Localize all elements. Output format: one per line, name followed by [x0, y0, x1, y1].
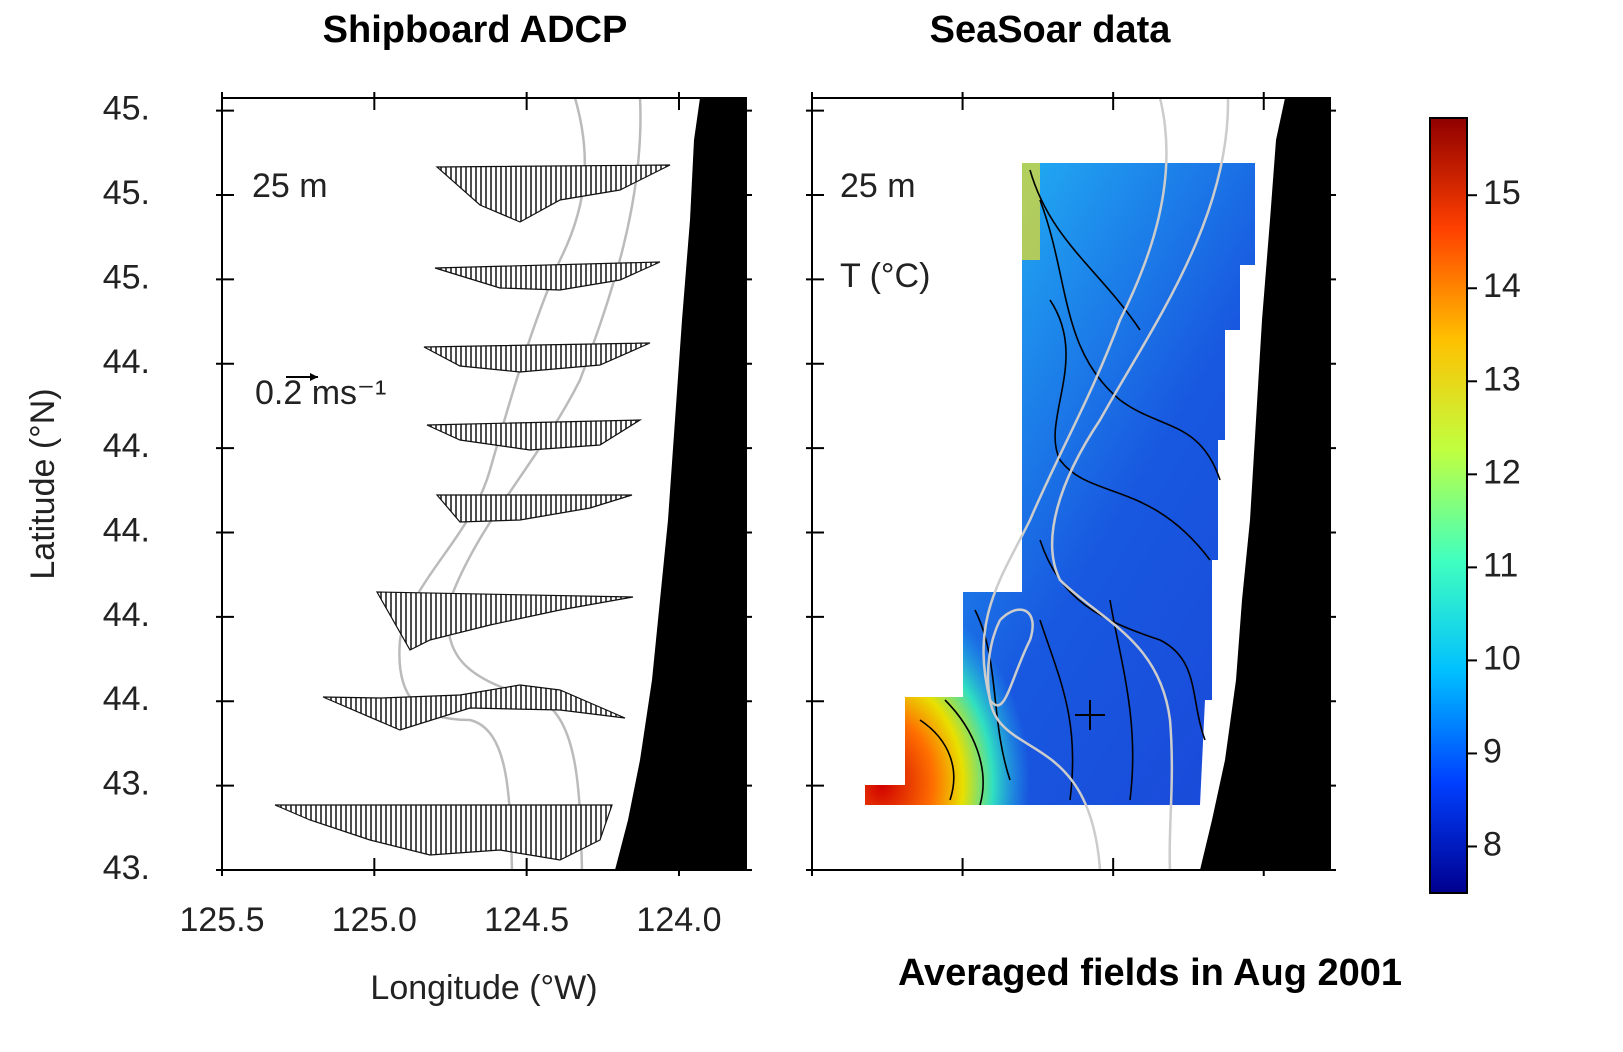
depth-label: 25 m — [252, 167, 328, 205]
x-tick-label: 124.5 — [484, 901, 569, 939]
colorbar — [1429, 117, 1468, 894]
panel-title: Shipboard ADCP — [323, 9, 628, 51]
seasoar-decor — [865, 97, 1330, 871]
panel-title: SeaSoar data — [930, 9, 1172, 51]
y-tick-label: 43. — [103, 765, 150, 803]
x-tick-label: 125.0 — [332, 901, 417, 939]
y-tick-label: 45. — [103, 174, 150, 212]
colorbar-tick-label: 9 — [1483, 732, 1502, 770]
x-axis-label: Longitude (°W) — [370, 969, 597, 1007]
colorbar-tick-label: 14 — [1483, 267, 1521, 305]
y-tick-label: 45. — [103, 90, 150, 128]
y-tick-label: 43. — [103, 849, 150, 887]
colorbar-tick-label: 13 — [1483, 360, 1521, 398]
field-label: T (°C) — [840, 257, 930, 295]
y-tick-label: 44. — [103, 511, 150, 549]
axes-frame — [811, 97, 1331, 871]
y-tick-label: 45. — [103, 258, 150, 296]
axes-frame — [221, 97, 747, 871]
depth-label: 25 m — [840, 167, 916, 205]
scale-label: 0.2 ms⁻¹ — [255, 374, 386, 412]
adcp-decor — [274, 97, 746, 871]
y-axis-label: Latitude (°N) — [24, 388, 62, 579]
y-tick-label: 44. — [103, 596, 150, 634]
y-tick-label: 44. — [103, 680, 150, 718]
caption: Averaged fields in Aug 2001 — [898, 952, 1402, 994]
colorbar-tick-label: 11 — [1483, 546, 1518, 584]
colorbar-tick-label: 8 — [1483, 825, 1502, 863]
y-tick-label: 44. — [103, 343, 150, 381]
colorbar-tick-label: 10 — [1483, 639, 1521, 677]
y-tick-label: 44. — [103, 427, 150, 465]
colorbar-tick-label: 15 — [1483, 174, 1521, 212]
x-tick-label: 124.0 — [636, 901, 721, 939]
colorbar-tick-label: 12 — [1483, 453, 1521, 491]
x-tick-label: 125.5 — [179, 901, 264, 939]
